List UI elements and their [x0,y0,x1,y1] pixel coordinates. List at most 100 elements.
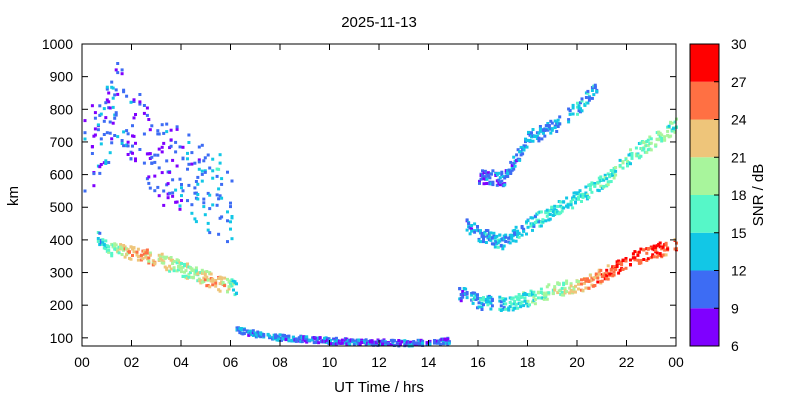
heatmap-cell [206,191,210,195]
heatmap-cell [148,253,152,257]
heatmap-cell [507,168,511,172]
heatmap-cell [123,245,127,249]
heatmap-cell [142,132,146,136]
heatmap-cell [520,233,524,237]
heatmap-cell [226,170,229,174]
heatmap-cell [123,255,127,259]
heatmap-cell [551,210,555,214]
heatmap-cell [654,245,658,249]
heatmap-cell [596,276,600,280]
heatmap-cell [160,252,164,256]
heatmap-cell [126,140,130,144]
heatmap-cell [116,71,120,75]
heatmap-cell [480,308,484,311]
heatmap-cell [479,177,483,181]
heatmap-cell [567,107,571,111]
heatmap-cell [120,142,124,145]
heatmap-cell [113,93,117,97]
heatmap-cell [511,239,515,243]
heatmap-cell [172,260,176,263]
heatmap-cell [110,141,114,145]
heatmap-cell [528,139,532,142]
heatmap-cell [648,135,652,139]
heatmap-cell [655,255,659,259]
heatmap-cell [545,214,549,218]
heatmap-cell [266,332,270,336]
heatmap-cell [512,155,516,159]
heatmap-cell [580,278,583,282]
heatmap-cell [588,184,592,188]
heatmap-cell [508,241,512,245]
heatmap-cell [612,176,616,180]
heatmap-cell [364,343,368,347]
heatmap-cell [465,218,469,222]
heatmap-cell [488,180,492,184]
heatmap-cell [642,258,646,261]
heatmap-cell [317,341,321,345]
heatmap-cell [160,150,164,154]
heatmap-cell [218,153,222,157]
heatmap-cell [333,339,337,343]
heatmap-cell [560,209,564,213]
heatmap-cell [667,124,671,128]
heatmap-cell [660,136,664,140]
heatmap-cell [197,145,201,149]
heatmap-cell [579,101,582,105]
heatmap-cell [499,244,503,248]
heatmap-cell [491,169,495,173]
heatmap-cell [572,195,576,198]
heatmap-cell [148,251,152,255]
heatmap-cell [482,296,485,300]
heatmap-cell [226,290,229,294]
heatmap-cell [197,167,201,171]
heatmap-cell [562,200,566,204]
heatmap-cell [218,161,222,165]
heatmap-cell [629,162,632,166]
heatmap-cell [259,335,263,339]
heatmap-cell [217,167,221,171]
heatmap-cell [190,211,194,215]
heatmap-cell [476,225,479,228]
heatmap-cell [177,268,180,272]
heatmap-cell [508,305,512,308]
heatmap-cell [606,172,610,176]
heatmap-cell [187,133,191,137]
heatmap-cell [190,151,194,155]
heatmap-cell [576,101,579,105]
colorbar-tick-label: 12 [731,263,747,279]
heatmap-cell [606,264,610,268]
heatmap-cell [92,172,96,176]
heatmap-cell [229,205,232,209]
heatmap-cell [364,338,368,342]
heatmap-cell [367,342,371,346]
heatmap-cell [233,280,237,284]
heatmap-cell [481,169,484,173]
heatmap-cell [654,248,658,252]
heatmap-cell [574,284,577,288]
heatmap-cell [214,281,218,285]
heatmap-cell [223,276,227,280]
colorbar-segment [690,195,719,233]
heatmap-cell [159,257,163,260]
heatmap-cell [516,148,520,152]
heatmap-cell [105,131,109,135]
heatmap-cells [83,62,678,348]
heatmap-cell [186,199,189,203]
heatmap-cell [533,298,537,302]
heatmap-cell [645,259,649,262]
heatmap-cell [160,171,164,175]
heatmap-cell [162,203,166,207]
heatmap-cell [630,154,634,158]
heatmap-cell [634,146,638,150]
heatmap-cell [532,222,536,226]
heatmap-cell [104,239,108,243]
colorbar-tick-label: 18 [731,187,747,203]
heatmap-cell [178,177,182,181]
heatmap-cell [535,134,539,138]
heatmap-cell [172,266,176,270]
heatmap-cell [220,196,224,200]
heatmap-cell [587,98,591,102]
heatmap-cell [501,247,505,251]
heatmap-cell [242,328,246,332]
heatmap-cell [125,94,129,98]
